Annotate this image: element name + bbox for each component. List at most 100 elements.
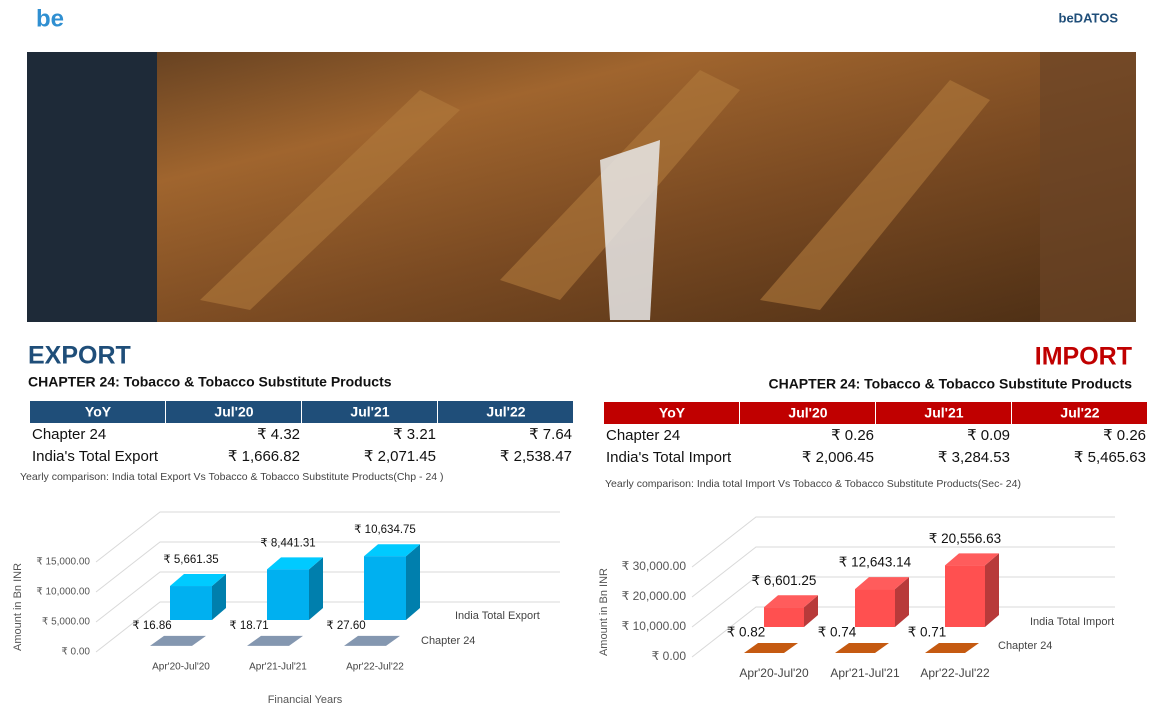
y-axis-title: Amount in Bn INR — [12, 563, 24, 651]
table-cell: ₹ 7.64 — [529, 426, 572, 443]
table-header-text: YoY — [85, 404, 112, 420]
export-title: EXPORT — [28, 342, 131, 370]
table-cell: ₹ 0.09 — [967, 427, 1010, 444]
bar — [267, 569, 309, 620]
value-label: ₹ 5,661.35 — [163, 554, 218, 566]
bar — [170, 586, 212, 620]
export-subtitle: CHAPTER 24: Tobacco & Tobacco Substitute… — [28, 374, 392, 390]
bar-side — [985, 553, 999, 627]
table-header-cell — [302, 401, 437, 423]
bar-top — [764, 595, 818, 608]
table-header-cell — [740, 402, 875, 424]
logo-right: beDATOS — [1059, 10, 1119, 25]
table-cell: ₹ 4.32 — [257, 426, 300, 443]
y-tick-label: ₹ 0.00 — [61, 647, 90, 658]
series-name: Chapter 24 — [421, 635, 475, 647]
import-caption: Yearly comparison: India total Import Vs… — [605, 478, 1021, 490]
value-label: ₹ 0.82 — [727, 625, 766, 640]
y-tick-label: ₹ 0.00 — [652, 649, 687, 663]
table-header-text: Jul'21 — [924, 405, 963, 421]
table-header-cell — [30, 401, 165, 423]
bar-side — [804, 595, 818, 627]
table-cell: ₹ 3.21 — [393, 426, 436, 443]
table-cell: ₹ 2,538.47 — [500, 448, 572, 465]
y-tick-label: ₹ 20,000.00 — [622, 589, 687, 603]
grid-line — [95, 541, 560, 593]
banner-photo — [27, 52, 1136, 322]
table-cell: ₹ 0.26 — [831, 427, 874, 444]
bar-top — [945, 553, 999, 566]
table-header-text: YoY — [659, 405, 686, 421]
table-cell: ₹ 3,284.53 — [938, 449, 1010, 466]
y-tick-label: ₹ 5,000.00 — [42, 617, 91, 628]
table-cell: Chapter 24 — [32, 426, 106, 443]
bar-top — [170, 574, 226, 587]
value-label: ₹ 20,556.63 — [929, 531, 1001, 546]
bar-side — [212, 574, 226, 620]
value-label: ₹ 16.86 — [132, 620, 171, 632]
table-header-cell — [604, 402, 739, 424]
series-name: India Total Export — [455, 610, 540, 622]
value-label: ₹ 10,634.75 — [354, 524, 416, 536]
bar-top — [364, 544, 420, 557]
series-name: Chapter 24 — [998, 640, 1052, 652]
grid-line — [95, 601, 560, 653]
y-tick-label: ₹ 15,000.00 — [36, 557, 90, 568]
value-label: ₹ 0.71 — [908, 625, 947, 640]
table-cell: ₹ 1,666.82 — [228, 448, 300, 465]
bar-top — [855, 577, 909, 590]
x-tick-label: Apr'21-Jul'21 — [830, 666, 900, 680]
grid-line — [691, 516, 1115, 568]
logo-left: be — [36, 5, 64, 32]
table-header-cell — [1012, 402, 1147, 424]
x-tick-label: Apr'22-Jul'22 — [920, 666, 990, 680]
table-cell: ₹ 2,071.45 — [364, 448, 436, 465]
bar-side — [309, 557, 323, 620]
bar-chapter — [150, 635, 206, 646]
x-tick-label: Apr'22-Jul'22 — [346, 662, 404, 673]
table-header-cell — [438, 401, 573, 423]
table-header-text: Jul'21 — [350, 404, 389, 420]
y-tick-label: ₹ 10,000.00 — [622, 619, 687, 633]
bar-side — [406, 544, 420, 620]
grid-line — [691, 546, 1115, 598]
table-cell: ₹ 5,465.63 — [1074, 449, 1146, 466]
table-header-text: Jul'20 — [788, 405, 827, 421]
grid-line — [95, 511, 560, 563]
table-header-text: Jul'20 — [214, 404, 253, 420]
value-label: ₹ 27.60 — [326, 620, 365, 632]
y-tick-label: ₹ 10,000.00 — [36, 587, 90, 598]
bar-chapter — [835, 642, 889, 653]
value-label: ₹ 6,601.25 — [752, 573, 817, 588]
import-subtitle: CHAPTER 24: Tobacco & Tobacco Substitute… — [768, 376, 1132, 392]
bar-side — [895, 577, 909, 627]
value-label: ₹ 12,643.14 — [839, 555, 912, 570]
bar — [945, 565, 985, 627]
value-label: ₹ 18.71 — [229, 620, 268, 632]
bar — [364, 556, 406, 620]
grid-line — [95, 571, 560, 623]
bar-top — [267, 557, 323, 570]
series-name: India Total Import — [1030, 616, 1114, 628]
table-cell: ₹ 2,006.45 — [802, 449, 874, 466]
bar-chapter — [925, 642, 979, 653]
table-header-cell — [876, 402, 1011, 424]
value-label: ₹ 0.74 — [818, 625, 857, 640]
y-axis-title: Amount in Bn INR — [598, 568, 610, 656]
table-cell: ₹ 0.26 — [1103, 427, 1146, 444]
table-header-text: Jul'22 — [486, 404, 525, 420]
table-header-cell — [166, 401, 301, 423]
table-header-text: Jul'22 — [1060, 405, 1099, 421]
x-tick-label: Apr'21-Jul'21 — [249, 662, 307, 673]
x-tick-label: Apr'20-Jul'20 — [739, 666, 809, 680]
table-cell: Chapter 24 — [606, 427, 680, 444]
bar-chapter — [744, 642, 798, 653]
bar — [855, 589, 895, 627]
import-title: IMPORT — [1035, 343, 1132, 371]
table-cell: India's Total Import — [606, 449, 732, 466]
y-tick-label: ₹ 30,000.00 — [622, 559, 687, 573]
value-label: ₹ 8,441.31 — [260, 537, 315, 549]
table-cell: India's Total Export — [32, 448, 159, 465]
bar — [764, 607, 804, 627]
